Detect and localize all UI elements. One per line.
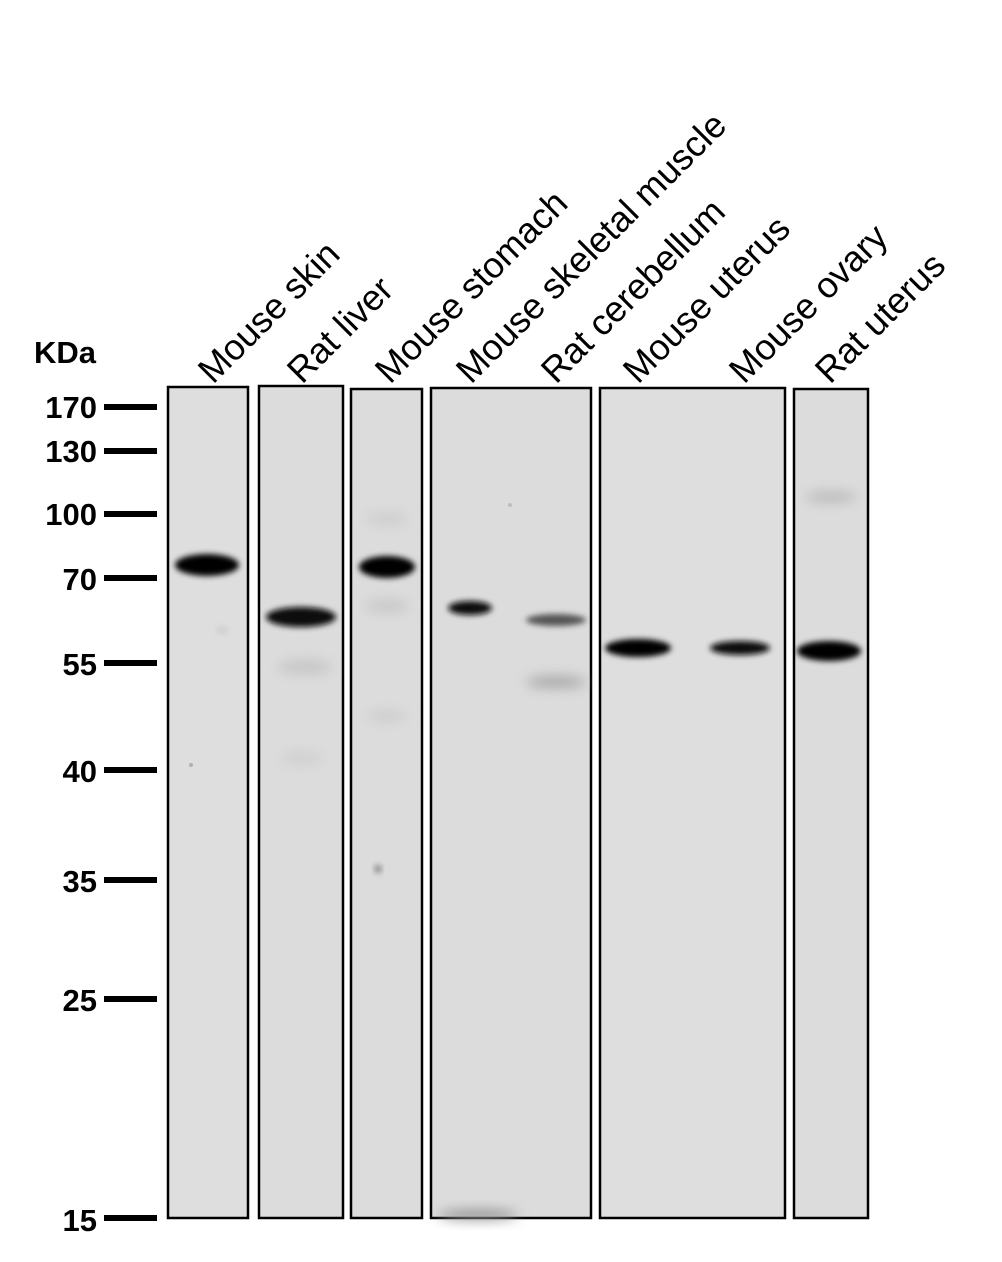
marker-tick-15 [104, 1215, 157, 1221]
marker-tick-25 [104, 996, 157, 1002]
blot-panel-muscle-cerebellum [429, 386, 593, 1220]
band-mouse-skin [175, 554, 239, 576]
blot-panel-uterus-ovary [598, 386, 787, 1220]
blot-panel-mouse-skin [166, 385, 250, 1220]
faint-band-rat-liver-1 [277, 659, 333, 675]
faint-band-mouse-stomach-1 [365, 599, 409, 613]
faint-band-mouse-stomach-top [365, 513, 409, 525]
speck-muscle [508, 503, 512, 507]
marker-ladder: 170 130 100 70 55 40 35 25 15 [45, 390, 157, 1238]
marker-label-130: 130 [45, 434, 97, 469]
blot-panel-rat-liver [257, 384, 345, 1220]
speck-mouse-skin [189, 763, 193, 767]
faint-band-rat-liver-2 [280, 750, 324, 766]
unit-label: KDa [34, 335, 97, 370]
band-mouse-stomach [359, 556, 415, 578]
marker-label-170: 170 [45, 390, 97, 425]
lane-labels: Mouse skin Rat liver Mouse stomach Mouse… [190, 104, 953, 390]
marker-label-15: 15 [63, 1203, 97, 1238]
marker-tick-100 [104, 511, 157, 517]
faint-band-rat-uterus-top [805, 491, 857, 503]
marker-tick-35 [104, 877, 157, 883]
marker-label-70: 70 [63, 562, 97, 597]
marker-tick-130 [104, 448, 157, 454]
marker-label-35: 35 [63, 864, 97, 899]
blot-panel-rat-uterus [792, 387, 870, 1220]
speck-mouse-stomach [374, 865, 382, 873]
band-mouse-uterus [605, 639, 671, 657]
marker-tick-55 [104, 660, 157, 666]
smear-bottom [438, 1210, 518, 1220]
band-mouse-ovary [710, 641, 770, 655]
marker-tick-70 [104, 575, 157, 581]
band-rat-cerebellum [526, 614, 586, 626]
faint-band-mouse-stomach-2 [367, 710, 407, 722]
marker-label-55: 55 [63, 647, 97, 682]
marker-label-25: 25 [63, 983, 97, 1018]
marker-tick-170 [104, 404, 157, 410]
faint-band-rat-cerebellum [526, 676, 586, 688]
marker-label-100: 100 [45, 497, 97, 532]
faint-band-mouse-skin [216, 626, 228, 634]
band-rat-liver [266, 607, 336, 627]
marker-label-40: 40 [63, 754, 97, 789]
marker-tick-40 [104, 767, 157, 773]
band-rat-uterus [797, 641, 861, 661]
band-mouse-skeletal-muscle [448, 601, 492, 615]
blot-panel-mouse-stomach [349, 387, 424, 1220]
